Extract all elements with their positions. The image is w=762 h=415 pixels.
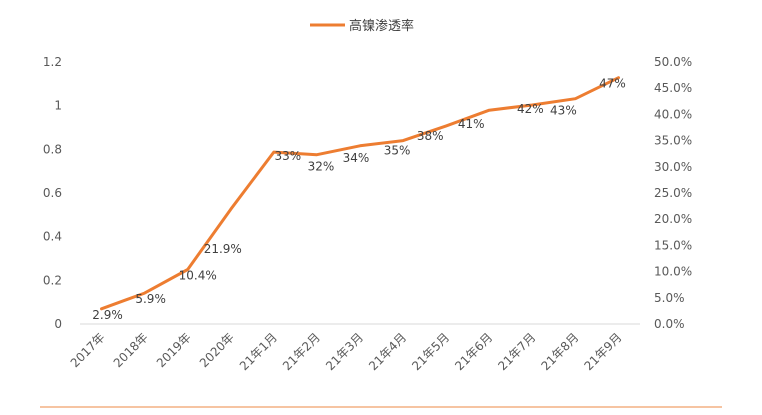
category-label: 21年8月 [538,330,581,373]
category-label: 2019年 [154,330,194,370]
data-label: 33% [275,149,302,163]
data-label: 43% [550,104,577,118]
data-label: 34% [343,151,370,165]
category-label: 21年9月 [582,330,625,373]
series-line [100,76,620,311]
right-tick-label: 20.0% [654,212,692,226]
left-axis-ticks: 0 0.2 0.4 0.6 0.8 1 1.2 [43,55,62,331]
category-label: 21年6月 [452,330,495,373]
data-label: 2.9% [92,308,123,322]
right-tick-label: 50.0% [654,55,692,69]
category-label: 2020年 [197,330,237,370]
data-label: 32% [308,160,335,174]
right-tick-label: 10.0% [654,265,692,279]
data-labels: 2.9% 5.9% 10.4% 21.9% 33% 32% 34% 35% 38% 41% 42% 4… [92,77,626,322]
right-tick-label: 15.0% [654,238,692,252]
x-axis-categories: 2017年 2018年 2019年 2020年 21年1月 21年2月 21年3月 21年4月… [68,330,625,373]
right-tick-label: 40.0% [654,107,692,121]
data-label: 10.4% [179,269,217,283]
left-tick-label: 1 [54,99,62,113]
right-tick-label: 35.0% [654,134,692,148]
right-tick-label: 25.0% [654,186,692,200]
category-label: 2018年 [111,330,151,370]
data-label: 42% [517,102,544,116]
left-tick-label: 0 [54,317,62,331]
data-label: 47% [599,77,626,91]
left-tick-label: 0.2 [43,273,62,287]
data-label: 5.9% [135,292,166,306]
category-label: 21年1月 [237,330,280,373]
category-label: 21年3月 [323,330,366,373]
right-tick-label: 30.0% [654,160,692,174]
category-label: 2017年 [68,330,108,370]
right-tick-label: 5.0% [654,291,685,305]
right-tick-label: 45.0% [654,81,692,95]
legend: 高镍渗透率 [310,18,414,34]
data-label: 41% [458,117,485,131]
left-tick-label: 0.8 [43,142,62,156]
category-label: 21年2月 [280,330,323,373]
legend-label: 高镍渗透率 [349,18,414,34]
data-label: 38% [417,129,444,143]
category-label: 21年5月 [409,330,452,373]
right-tick-label: 0.0% [654,317,685,331]
category-label: 21年7月 [495,330,538,373]
left-tick-label: 0.4 [43,230,62,244]
left-tick-label: 1.2 [43,55,62,69]
left-tick-label: 0.6 [43,186,62,200]
right-axis-ticks: 0.0% 5.0% 10.0% 15.0% 20.0% 25.0% 30.0% 35.0% 40… [654,55,692,331]
data-label: 21.9% [204,242,242,256]
category-label: 21年4月 [366,330,409,373]
data-label: 35% [384,144,411,158]
